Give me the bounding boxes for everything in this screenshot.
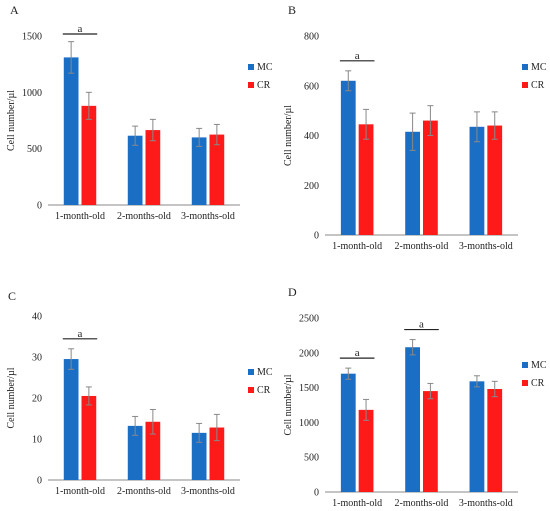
- bar-mc: [405, 347, 420, 492]
- bar-cr: [209, 134, 225, 205]
- y-axis-title: Cell number/µl: [6, 367, 17, 428]
- x-tick-label: 2-months-old: [117, 211, 171, 222]
- x-tick-label: 1-month-old: [332, 241, 382, 252]
- legend-label-mc: MC: [257, 367, 273, 378]
- legend-swatch-cr: [248, 82, 254, 88]
- bar-mc: [191, 432, 207, 480]
- x-tick-label: 3-months-old: [181, 211, 235, 222]
- significance-label: a: [78, 23, 83, 35]
- y-tick-label: 40: [32, 312, 42, 323]
- y-tick-label: 1000: [299, 418, 319, 429]
- bar-cr: [423, 391, 438, 492]
- panel-a: A Cell number/µl 0 500 1000 1500 1-month-old 2-…: [6, 3, 273, 222]
- legend-swatch-mc: [248, 369, 254, 375]
- significance-label: a: [78, 328, 83, 340]
- y-tick-label: 10: [32, 435, 42, 446]
- bar-mc: [191, 137, 207, 205]
- x-tick-label: 2-months-old: [117, 486, 171, 497]
- panel-letter: C: [8, 289, 16, 303]
- legend-swatch-cr: [522, 380, 528, 386]
- x-tick-label: 1-month-old: [55, 486, 105, 497]
- bar-cr: [487, 125, 503, 235]
- legend-swatch-cr: [522, 82, 528, 88]
- legend-swatch-mc: [522, 64, 528, 70]
- x-tick-label: 1-month-old: [55, 211, 105, 222]
- y-tick-label: 20: [32, 394, 42, 405]
- y-tick-label: 2500: [299, 314, 319, 325]
- y-tick-label: 1500: [22, 32, 42, 43]
- bar-mc: [340, 373, 356, 492]
- y-tick-label: 2000: [299, 348, 319, 359]
- legend-label-mc: MC: [531, 360, 547, 371]
- legend-swatch-mc: [248, 64, 254, 70]
- bar-mc: [127, 135, 143, 205]
- bar-mc: [405, 131, 420, 235]
- legend-swatch-mc: [522, 362, 528, 368]
- y-tick-label: 800: [304, 32, 319, 43]
- y-tick-label: 0: [37, 201, 42, 212]
- y-tick-label: 30: [32, 353, 42, 364]
- bar-mc: [127, 425, 143, 480]
- y-tick-label: 200: [304, 181, 319, 192]
- y-tick-label: 500: [27, 144, 42, 155]
- y-tick-label: 0: [314, 488, 319, 499]
- bar-mc: [63, 359, 79, 480]
- bar-cr: [145, 421, 161, 480]
- y-tick-label: 500: [304, 453, 319, 464]
- y-tick-label: 0: [37, 476, 42, 487]
- panel-letter: D: [288, 285, 297, 299]
- y-tick-label: 0: [314, 231, 319, 242]
- significance-label: a: [355, 347, 360, 359]
- bar-cr: [358, 124, 374, 235]
- y-tick-label: 1500: [299, 383, 319, 394]
- panel-letter: A: [10, 3, 19, 17]
- significance-label: a: [355, 50, 360, 62]
- y-tick-label: 1000: [22, 88, 42, 99]
- bar-cr: [423, 120, 438, 235]
- bar-cr: [81, 395, 97, 480]
- x-tick-label: 1-month-old: [332, 498, 382, 509]
- panel-c: C Cell number/µl 0 10 20 30 40 1-month-old 2-mon…: [6, 289, 273, 497]
- bar-cr: [145, 130, 161, 205]
- legend-label-cr: CR: [531, 378, 545, 389]
- y-axis-title: Cell number/µl: [283, 374, 294, 435]
- x-tick-label: 2-months-old: [395, 498, 449, 509]
- legend-swatch-cr: [248, 387, 254, 393]
- bar-mc: [340, 80, 356, 236]
- bar-mc: [469, 381, 485, 492]
- x-tick-label: 3-months-old: [459, 241, 513, 252]
- y-axis-title: Cell number/µl: [283, 105, 294, 166]
- bar-cr: [81, 105, 97, 205]
- x-tick-label: 3-months-old: [181, 486, 235, 497]
- panel-d: D Cell number/µl 0 500 1000 1500 2000 2500 1-mon…: [283, 285, 547, 509]
- legend-label-mc: MC: [257, 62, 273, 73]
- bar-cr: [487, 388, 503, 492]
- y-tick-label: 400: [304, 131, 319, 142]
- legend-label-mc: MC: [531, 62, 547, 73]
- bar-cr: [358, 409, 374, 492]
- bar-mc: [63, 57, 79, 206]
- legend-label-cr: CR: [257, 80, 271, 91]
- x-tick-label: 3-months-old: [459, 498, 513, 509]
- legend-label-cr: CR: [257, 385, 271, 396]
- panel-letter: B: [288, 3, 296, 17]
- bar-cr: [209, 427, 225, 480]
- x-tick-label: 2-months-old: [395, 241, 449, 252]
- y-axis-title: Cell number/µl: [6, 90, 17, 151]
- y-tick-label: 600: [304, 81, 319, 92]
- legend-label-cr: CR: [531, 80, 545, 91]
- bar-mc: [469, 126, 485, 235]
- panel-b: B Cell number/µl 0 200 400 600 800 1-month-old 2…: [283, 3, 547, 252]
- significance-label: a: [419, 319, 424, 331]
